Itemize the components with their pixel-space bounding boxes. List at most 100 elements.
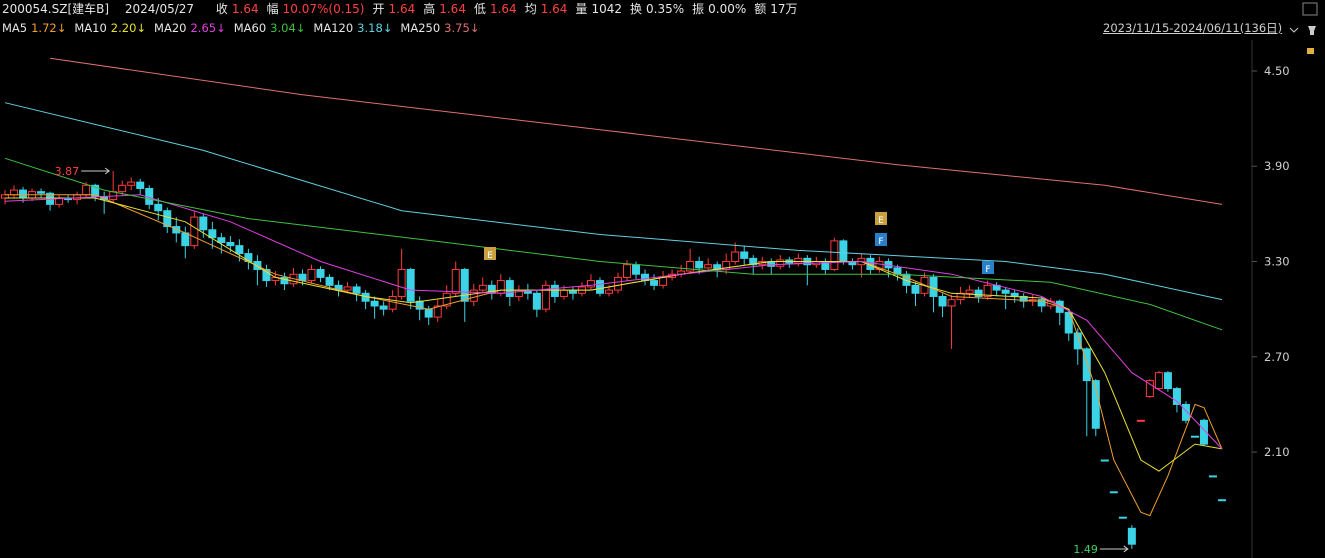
candle-body [1181, 403, 1190, 421]
candle-body [794, 257, 803, 264]
candle-body [307, 268, 316, 282]
candle-body [704, 264, 713, 269]
candle-body [1163, 372, 1172, 390]
candle-body [478, 284, 487, 291]
candle-body [397, 268, 406, 297]
candle-body [1218, 499, 1226, 502]
candle-body [172, 226, 181, 234]
candle-body [983, 284, 992, 297]
event-label: E [878, 216, 884, 226]
candle-body [1172, 388, 1181, 405]
date: 2024/05/27 [124, 2, 195, 16]
symbol: 200054.SZ[建车B] [2, 2, 110, 16]
event-badge[interactable] [875, 233, 887, 246]
ma-line [4, 194, 1223, 450]
candle-body [550, 284, 559, 297]
candle-body [1190, 435, 1199, 438]
legend-name: MA20 [154, 21, 187, 35]
candle-body [595, 280, 604, 294]
y-tick-label: 3.30 [1264, 255, 1290, 269]
candle-body [749, 257, 758, 266]
candle-body [199, 216, 208, 231]
candle-body [352, 286, 361, 294]
field-value: 1042 [591, 2, 622, 16]
candle-body [1208, 475, 1217, 478]
candle-body [1019, 295, 1028, 302]
candle-body [406, 268, 415, 302]
field-value: 1.64 [439, 2, 466, 16]
candle-body [947, 299, 956, 307]
field-value: 1.64 [388, 2, 416, 16]
field-label: 开 [372, 2, 385, 16]
legend-name: MA60 [233, 21, 267, 35]
candle-body [532, 292, 541, 310]
candle-body [776, 259, 785, 267]
candle-body [911, 284, 920, 294]
candle-body [1199, 419, 1208, 445]
candle-body [226, 241, 235, 247]
settings-icon[interactable] [1308, 26, 1316, 35]
field-label: 量 [575, 2, 588, 16]
candle-body [235, 245, 244, 255]
candle-body [37, 191, 46, 194]
field-value: 0.35% [646, 2, 685, 16]
candle-body [1154, 372, 1163, 390]
candle-body [1082, 348, 1091, 382]
candle-body [659, 276, 668, 286]
field-label: 低 [473, 2, 486, 16]
candle-body [1100, 459, 1109, 462]
candle-body [370, 300, 379, 307]
candle-body [740, 251, 749, 259]
legend-value: 3.04↓ [270, 21, 306, 35]
candle-body [1064, 311, 1073, 334]
y-tick-label: 4.50 [1264, 64, 1290, 78]
field-label: 均 [524, 2, 537, 16]
candle-body [298, 273, 307, 282]
event-badge[interactable] [484, 247, 496, 260]
date-range[interactable]: 2023/11/15-2024/06/11(136日) [1103, 21, 1283, 35]
candle-body [316, 268, 325, 278]
candle-body [632, 264, 641, 275]
legend-value: 3.75↓ [444, 21, 480, 35]
candle-body [974, 289, 983, 297]
field-value: 17万 [770, 2, 798, 16]
arrow-head [1123, 545, 1129, 553]
event-badge[interactable] [982, 261, 994, 274]
legend-name: MA5 [2, 21, 28, 35]
candle-body [830, 240, 839, 270]
candle-body [91, 184, 100, 197]
candle-body [154, 203, 163, 212]
arrow-head [104, 167, 111, 175]
candle-body [127, 181, 136, 186]
candle-body [1109, 491, 1118, 494]
event-badge[interactable] [875, 212, 887, 225]
field-value: 10.07%(0.15) [282, 2, 365, 16]
extreme-label: 1.49 [1073, 543, 1098, 556]
legend-value: 2.65↓ [190, 21, 226, 35]
candle-body [82, 184, 91, 196]
candle-body [442, 292, 451, 307]
candle-body [163, 210, 172, 228]
candle-body [433, 305, 442, 318]
candle-body [614, 276, 623, 291]
candle-body [343, 286, 352, 291]
candle-body [541, 284, 550, 310]
icon[interactable] [1302, 2, 1318, 16]
candle-body [505, 280, 514, 297]
lock-icon[interactable] [1307, 48, 1314, 54]
candle-body [118, 184, 127, 193]
field-value: 1.64 [231, 2, 259, 16]
legend-name: MA10 [74, 21, 107, 35]
field-label: 高 [423, 2, 436, 16]
candle-body [938, 295, 947, 307]
field-value: 1.64 [489, 2, 517, 16]
legend-name: MA250 [400, 21, 441, 35]
y-tick-label: 3.90 [1264, 159, 1290, 173]
event-label: F [878, 237, 883, 247]
dropdown-icon[interactable] [1289, 27, 1299, 33]
candle-body [559, 289, 568, 297]
candle-body [262, 268, 271, 282]
candle-body [469, 289, 478, 302]
candle-body [280, 276, 289, 285]
